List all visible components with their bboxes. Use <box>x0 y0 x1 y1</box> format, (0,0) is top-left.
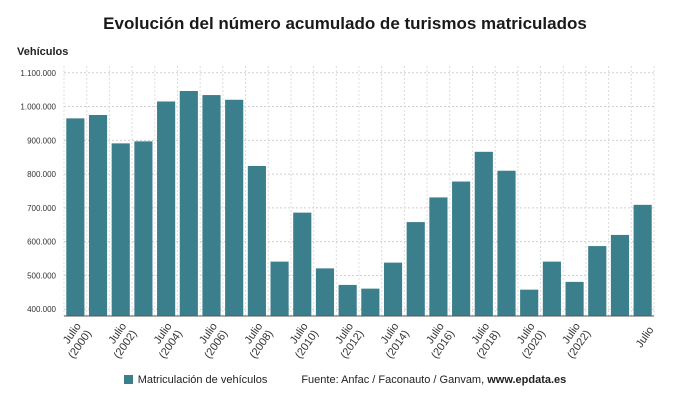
y-tick-label: 1.000.000 <box>20 103 56 112</box>
bar <box>66 118 85 316</box>
x-tick-label: Julio(2000) <box>56 321 94 361</box>
bar <box>315 268 335 316</box>
x-tick-label: Julio(2002) <box>101 321 139 361</box>
bar <box>293 212 312 316</box>
legend-item: Matriculación de vehículos <box>123 374 268 386</box>
legend: Matriculación de vehículos Fuente: Anfac … <box>0 374 690 386</box>
bar <box>225 99 244 316</box>
bar <box>361 288 380 316</box>
x-tick-label: Julio(2010) <box>283 321 321 361</box>
bar <box>383 262 403 316</box>
y-tick-label: 800.000 <box>27 170 56 179</box>
bar <box>406 222 425 316</box>
y-tick-label: 1.100.000 <box>20 69 56 78</box>
bar <box>565 281 584 316</box>
bar <box>111 143 130 316</box>
x-tick-label: Julio(2006) <box>192 321 230 361</box>
x-tick-label: Julio(2016) <box>419 321 457 361</box>
source-prefix: Fuente: Anfac / Faconauto / Ganvam, <box>301 374 485 386</box>
bar <box>497 170 516 316</box>
bar <box>202 95 221 317</box>
bar <box>474 151 493 316</box>
source-site: www.epdata.es <box>487 374 567 386</box>
y-tick-label: 700.000 <box>27 204 56 213</box>
bar <box>588 246 607 316</box>
y-tick-label: 900.000 <box>27 136 56 145</box>
source-text: Fuente: Anfac / Faconauto / Ganvam, www.… <box>301 374 566 386</box>
bar <box>452 181 471 316</box>
bar <box>247 166 266 316</box>
bar <box>270 261 289 316</box>
bar <box>633 204 652 316</box>
bar <box>179 91 198 316</box>
x-tick-label: Julio(2008) <box>237 321 275 361</box>
chart-title: Evolución del número acumulado de turism… <box>103 14 587 33</box>
x-tick-label: Julio(2012) <box>328 321 366 361</box>
bar <box>88 114 108 317</box>
bar <box>429 197 448 316</box>
legend-label: Matriculación de vehículos <box>137 374 268 386</box>
y-tick-label: 500.000 <box>27 271 56 280</box>
y-axis-label: Vehículos <box>17 46 69 58</box>
x-tick-label: Julio(2018) <box>464 321 502 361</box>
bar <box>610 234 630 316</box>
y-tick-label: 600.000 <box>27 238 56 247</box>
bar <box>520 289 539 316</box>
legend-swatch <box>123 375 133 384</box>
bar <box>338 284 357 316</box>
bar <box>134 141 153 316</box>
x-tick-label: Julio(2020) <box>510 321 548 361</box>
bar <box>157 101 176 316</box>
bar <box>542 261 561 316</box>
x-tick-label: Julio(2022) <box>555 321 593 361</box>
x-tick-label: Julio(2004) <box>147 321 185 361</box>
x-tick-label: Julio(2014) <box>373 321 411 361</box>
y-tick-label: 400.000 <box>27 305 56 314</box>
x-tick-label: Julio <box>634 325 657 350</box>
